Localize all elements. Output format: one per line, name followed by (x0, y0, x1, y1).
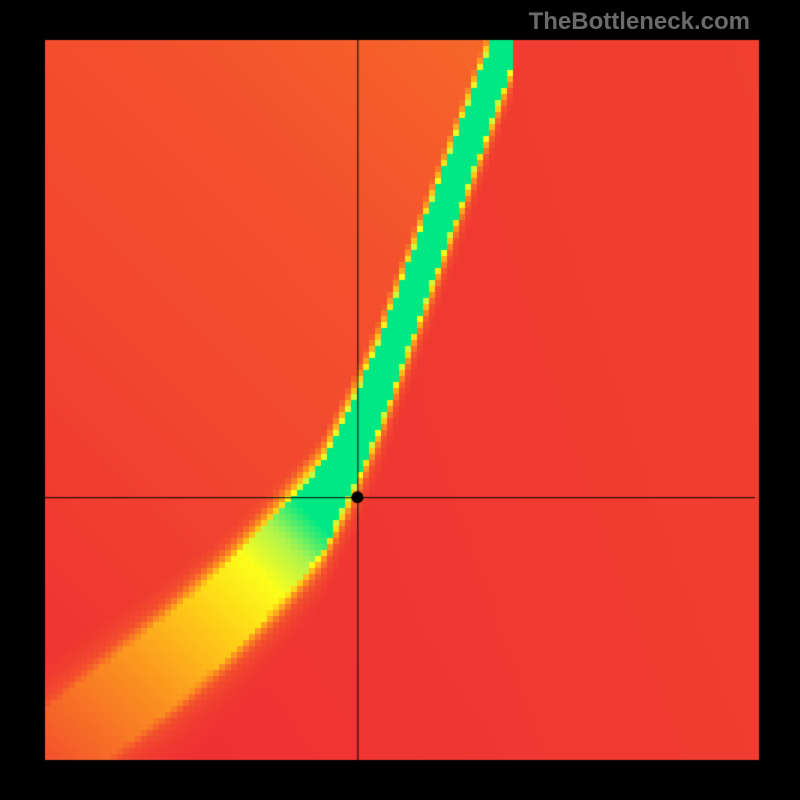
chart-container: TheBottleneck.com (0, 0, 800, 800)
heatmap-canvas (0, 0, 800, 800)
watermark-text: TheBottleneck.com (529, 8, 750, 36)
